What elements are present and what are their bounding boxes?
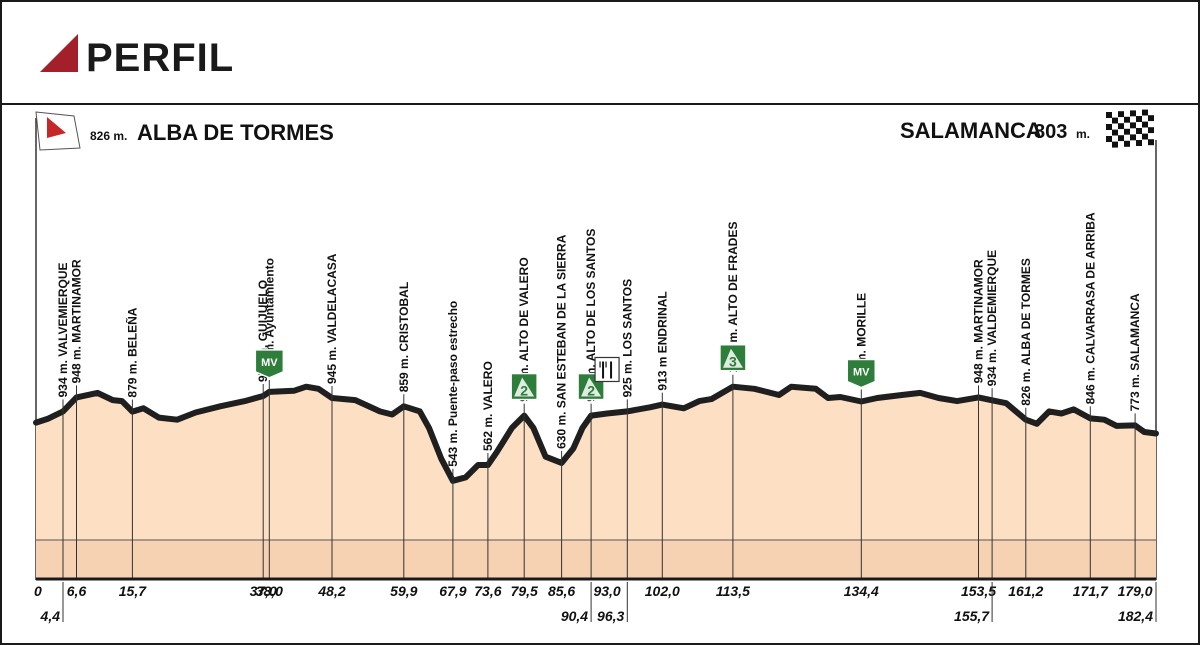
km-label-top: 113,5 <box>716 583 750 599</box>
km-label-top: 73,6 <box>474 583 501 599</box>
sprint-marker-label: MV <box>261 357 278 369</box>
point-label: 846 m. CALVARRASA DE ARRIBA <box>1083 212 1097 404</box>
km-label-top: 85,6 <box>548 583 575 599</box>
point-label: 879 m. BELEÑA <box>124 307 139 397</box>
point-label: 948 m. MARTINAMOR <box>70 259 84 383</box>
profile-area <box>36 386 1156 580</box>
km-label-top: 161,2 <box>1008 583 1043 599</box>
finish-flag-icon <box>1106 109 1157 580</box>
km-label-top: 15,7 <box>119 583 147 599</box>
km-label-top: 37,0 <box>250 583 277 599</box>
km-label-top: 48,2 <box>317 583 345 599</box>
profile-area-group <box>33 383 1159 580</box>
km-label-bottom: 90,4 <box>561 608 588 624</box>
sprint-marker-icon: MV <box>846 358 877 389</box>
km-label-top: 171,7 <box>1073 583 1109 599</box>
km-label-top: 102,0 <box>645 583 680 599</box>
point-label: 913 m ENDRINAL <box>655 291 669 390</box>
km-label-bottom: 155,7 <box>954 608 990 624</box>
km-label-top: 153,5 <box>961 583 996 599</box>
km-label-top: 6,6 <box>67 583 87 599</box>
km-label-top: 179,0 <box>1118 583 1153 599</box>
point-guide-lines <box>62 374 1136 580</box>
point-label: 1090 m. ALTO DE FRADES <box>726 222 740 373</box>
point-label: 562 m. VALERO <box>481 361 495 451</box>
km-label-top: 134,4 <box>844 583 879 599</box>
climb-category-label: 3 <box>729 354 737 370</box>
profile-line <box>33 383 1159 484</box>
climb-marker-icon: 3 <box>719 343 747 372</box>
km-label-top: 0 <box>34 583 42 599</box>
point-label: 826 m. ALBA DE TORMES <box>1019 258 1033 406</box>
km-label-top: 38,0 <box>256 583 283 599</box>
route-markers: MV 2 2 3 MV <box>254 343 877 401</box>
climb-marker-icon: 2 <box>510 372 538 401</box>
km-label-bottom: 4,4 <box>40 608 61 624</box>
km-label-top: 67,9 <box>439 583 466 599</box>
km-label-top: 59,9 <box>390 583 417 599</box>
sprint-marker-label: MV <box>853 367 870 379</box>
km-label-bottom: 182,4 <box>1118 608 1153 624</box>
point-label: 920 m. ALTO DE VALERO <box>517 257 531 401</box>
point-labels: 934 m. VALVEMIERQUE 948 m. MARTINAMOR 879 … <box>56 212 1142 467</box>
km-label-top: 93,0 <box>593 583 620 599</box>
point-label: 630 m. SAN ESTEBAN DE LA SIERRA <box>555 234 569 449</box>
header-accent-triangle <box>40 34 78 72</box>
climb-category-label: 2 <box>520 383 528 399</box>
point-label: 934 m. VALDEMIERQUE <box>985 250 999 386</box>
start-name: ALBA DE TORMES <box>137 120 334 145</box>
sprint-marker-icon: MV <box>254 349 285 379</box>
point-label: 925 m. LOS SANTOS <box>620 279 634 397</box>
finish-name: SALAMANCA <box>900 118 1042 143</box>
km-label-top: 79,5 <box>511 583 538 599</box>
point-label: 945 m. VALDELACASA <box>325 253 339 384</box>
start-altitude: 826 m. <box>90 129 127 143</box>
finish-altitude: 803 <box>1034 121 1067 143</box>
header-title: PERFIL <box>86 36 234 80</box>
km-labels: 0 6,6 15,7 37,038,0 48,2 59,9 67,9 73,6 79,5 85,6… <box>34 582 1157 624</box>
point-label: 543 m. Puente-paso estrecho <box>446 301 460 467</box>
profile-base-band <box>36 540 1156 579</box>
point-label: 773 m. SALAMANCA <box>1128 293 1142 411</box>
point-label: 992 m. Ayuntamiento <box>262 258 276 378</box>
feed-zone-icon <box>594 356 620 383</box>
km-label-bottom: 96,3 <box>597 608 624 624</box>
point-label: 948 m. MARTINAMOR <box>972 259 986 383</box>
finish-altitude-unit: m. <box>1076 127 1090 141</box>
point-label: 859 m. CRISTOBAL <box>397 282 411 392</box>
climb-category-label: 2 <box>587 383 595 399</box>
point-label: 934 m. VALVEMIERQUE <box>56 262 70 397</box>
